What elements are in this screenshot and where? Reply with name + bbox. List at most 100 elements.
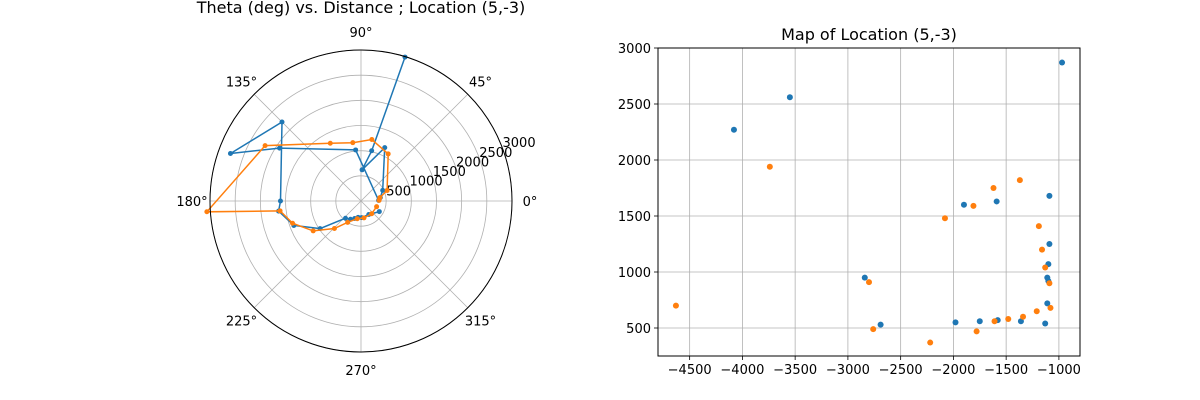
scatter-gridlines <box>658 47 1080 356</box>
polar-series-0-point-15 <box>343 215 349 221</box>
polar-series-1-point-4 <box>369 137 375 143</box>
scatter-chart-title: Map of Location (5,-3) <box>781 25 957 44</box>
scatter-tick-label-x--1000: −1000 <box>1037 363 1081 378</box>
scatter-series-0-point-2 <box>730 126 737 133</box>
scatter-series-1-point-2 <box>990 185 997 191</box>
scatter-series-group <box>672 59 1066 346</box>
polar-series-0-point-4 <box>380 187 386 193</box>
polar-series-1-point-9 <box>277 208 283 214</box>
polar-chart: Theta (deg) vs. Distance ; Location (5,-… <box>176 0 537 379</box>
scatter-series-1-point-6 <box>1039 246 1046 253</box>
scatter-tick-label-y-3000: 3000 <box>618 42 651 57</box>
polar-series-0-point-7 <box>353 147 359 153</box>
scatter-series-1-point-11 <box>1033 308 1040 315</box>
scatter-tick-label-y-2500: 2500 <box>618 98 651 113</box>
polar-grid-spoke-45 <box>360 93 469 202</box>
scatter-series-0-point-12 <box>1042 320 1049 327</box>
scatter-tick-label-x--3000: −3000 <box>826 363 870 378</box>
polar-radial-label-1500: 1500 <box>433 165 466 180</box>
scatter-series-1-point-1 <box>1016 177 1023 184</box>
scatter-tick-labels: −4500 −4000 −3500 −3000 −2500 −2000 −1500 −1000… <box>618 42 1081 378</box>
scatter-tick-label-x--4000: −4000 <box>720 363 764 378</box>
scatter-series-1-point-14 <box>991 318 998 325</box>
scatter-series-0-point-16 <box>952 319 959 326</box>
scatter-tick-label-y-1500: 1500 <box>618 210 651 225</box>
scatter-series-0-point-5 <box>960 201 967 208</box>
scatter-series-1-point-9 <box>1046 280 1053 287</box>
scatter-series-1-point-3 <box>970 202 977 209</box>
polar-angle-label-135: 135° <box>226 75 257 90</box>
scatter-series-1-point-7 <box>1042 264 1049 271</box>
polar-series-0-point-10 <box>279 119 285 125</box>
polar-radial-label-500: 500 <box>386 184 411 199</box>
polar-grid-spoke-135 <box>253 93 362 202</box>
scatter-series-0-point-11 <box>1044 300 1051 307</box>
scatter-series-0-point-0 <box>1059 59 1066 66</box>
scatter-series-1-point-0 <box>766 163 773 170</box>
polar-outer-frame <box>209 49 513 353</box>
scatter-tick-label-y-1000: 1000 <box>618 266 651 281</box>
scatter-series-1-point-10 <box>1047 304 1054 311</box>
polar-angle-label-90: 90° <box>349 26 372 41</box>
polar-series-1-point-13 <box>345 219 351 225</box>
scatter-series-1-point-15 <box>870 326 877 333</box>
polar-series-1-point-14 <box>354 216 360 222</box>
scatter-series-0-point-17 <box>877 321 884 328</box>
polar-series-group <box>204 54 408 234</box>
scatter-series-1-point-12 <box>1020 313 1027 320</box>
polar-angle-label-180: 180° <box>176 195 207 210</box>
polar-series-1-point-1 <box>377 195 383 201</box>
polar-series-1-point-11 <box>310 228 316 234</box>
scatter-tick-label-x--2500: −2500 <box>879 363 923 378</box>
polar-series-1-point-8 <box>204 209 210 215</box>
polar-chart-title: Theta (deg) vs. Distance ; Location (5,-… <box>196 0 526 17</box>
scatter-series-1-point-16 <box>973 328 980 335</box>
polar-series-1-point-5 <box>350 140 356 146</box>
polar-series-1-point-10 <box>290 220 296 226</box>
scatter-series-0-point-6 <box>1046 241 1053 247</box>
polar-series-0-point-8 <box>277 145 283 151</box>
polar-angle-label-315: 315° <box>465 315 496 330</box>
scatter-tick-label-x--1500: −1500 <box>984 363 1028 378</box>
scatter-series-1-point-13 <box>1005 316 1012 323</box>
scatter-series-0-point-1 <box>786 94 793 101</box>
polar-grid-spoke-315 <box>360 200 469 309</box>
scatter-series-1-point-8 <box>866 279 872 286</box>
polar-radial-label-2500: 2500 <box>479 146 512 161</box>
scatter-tick-label-x--4500: −4500 <box>668 363 712 378</box>
scatter-series-0-point-3 <box>1046 192 1053 199</box>
polar-radial-label-1000: 1000 <box>410 175 443 190</box>
scatter-series-0-point-8 <box>861 274 868 281</box>
polar-radial-label-3000: 3000 <box>503 136 536 151</box>
scatter-tick-label-y-2000: 2000 <box>618 154 651 169</box>
polar-series-0-point-21 <box>376 209 382 215</box>
scatter-tick-label-x--2000: −2000 <box>931 363 975 378</box>
polar-series-1-point-7 <box>262 143 268 149</box>
polar-angle-label-270: 270° <box>345 364 376 379</box>
polar-angle-label-225: 225° <box>226 315 257 330</box>
polar-angle-label-45: 45° <box>469 75 492 90</box>
polar-gridlines <box>209 49 513 353</box>
scatter-axes-frame <box>657 47 1081 357</box>
scatter-series-0-point-4 <box>993 198 1000 205</box>
polar-series-1-point-6 <box>327 140 333 146</box>
scatter-series-0-point-13 <box>1017 318 1024 325</box>
scatter-tick-label-y-500: 500 <box>626 322 651 337</box>
polar-series-1-point-2 <box>384 187 390 193</box>
scatter-chart: Map of Location (5,-3) −4500 −4000 −3500 −3… <box>618 25 1081 378</box>
polar-series-1-point-3 <box>385 151 391 157</box>
polar-series-1-point-16 <box>369 211 375 217</box>
polar-angle-label-0: 0° <box>523 195 538 210</box>
polar-series-0-point-11 <box>277 198 283 204</box>
scatter-series-1-point-4 <box>941 215 948 222</box>
polar-series-1-point-12 <box>331 226 337 232</box>
polar-series-0-point-2 <box>359 167 365 173</box>
polar-series-1-point-17 <box>374 204 380 210</box>
scatter-tick-label-x--3500: −3500 <box>773 363 817 378</box>
polar-series-0-point-1 <box>369 148 375 154</box>
scatter-series-1-point-5 <box>1035 223 1042 230</box>
polar-angle-tick-labels: 0° 45° 90° 135° 180° 225° 270° 315° <box>176 26 537 379</box>
polar-radial-label-2000: 2000 <box>456 155 489 170</box>
